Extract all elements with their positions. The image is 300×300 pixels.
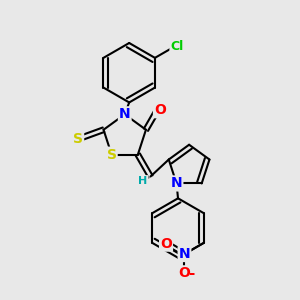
- Text: O: O: [154, 103, 166, 117]
- Text: -: -: [188, 266, 194, 281]
- Text: N: N: [171, 176, 182, 190]
- Text: S: S: [106, 148, 117, 162]
- Text: N: N: [178, 247, 190, 261]
- Text: O: O: [160, 237, 172, 250]
- Text: Cl: Cl: [170, 40, 184, 53]
- Text: N: N: [119, 107, 130, 121]
- Text: S: S: [73, 132, 83, 146]
- Text: H: H: [138, 176, 148, 186]
- Text: O: O: [178, 266, 190, 280]
